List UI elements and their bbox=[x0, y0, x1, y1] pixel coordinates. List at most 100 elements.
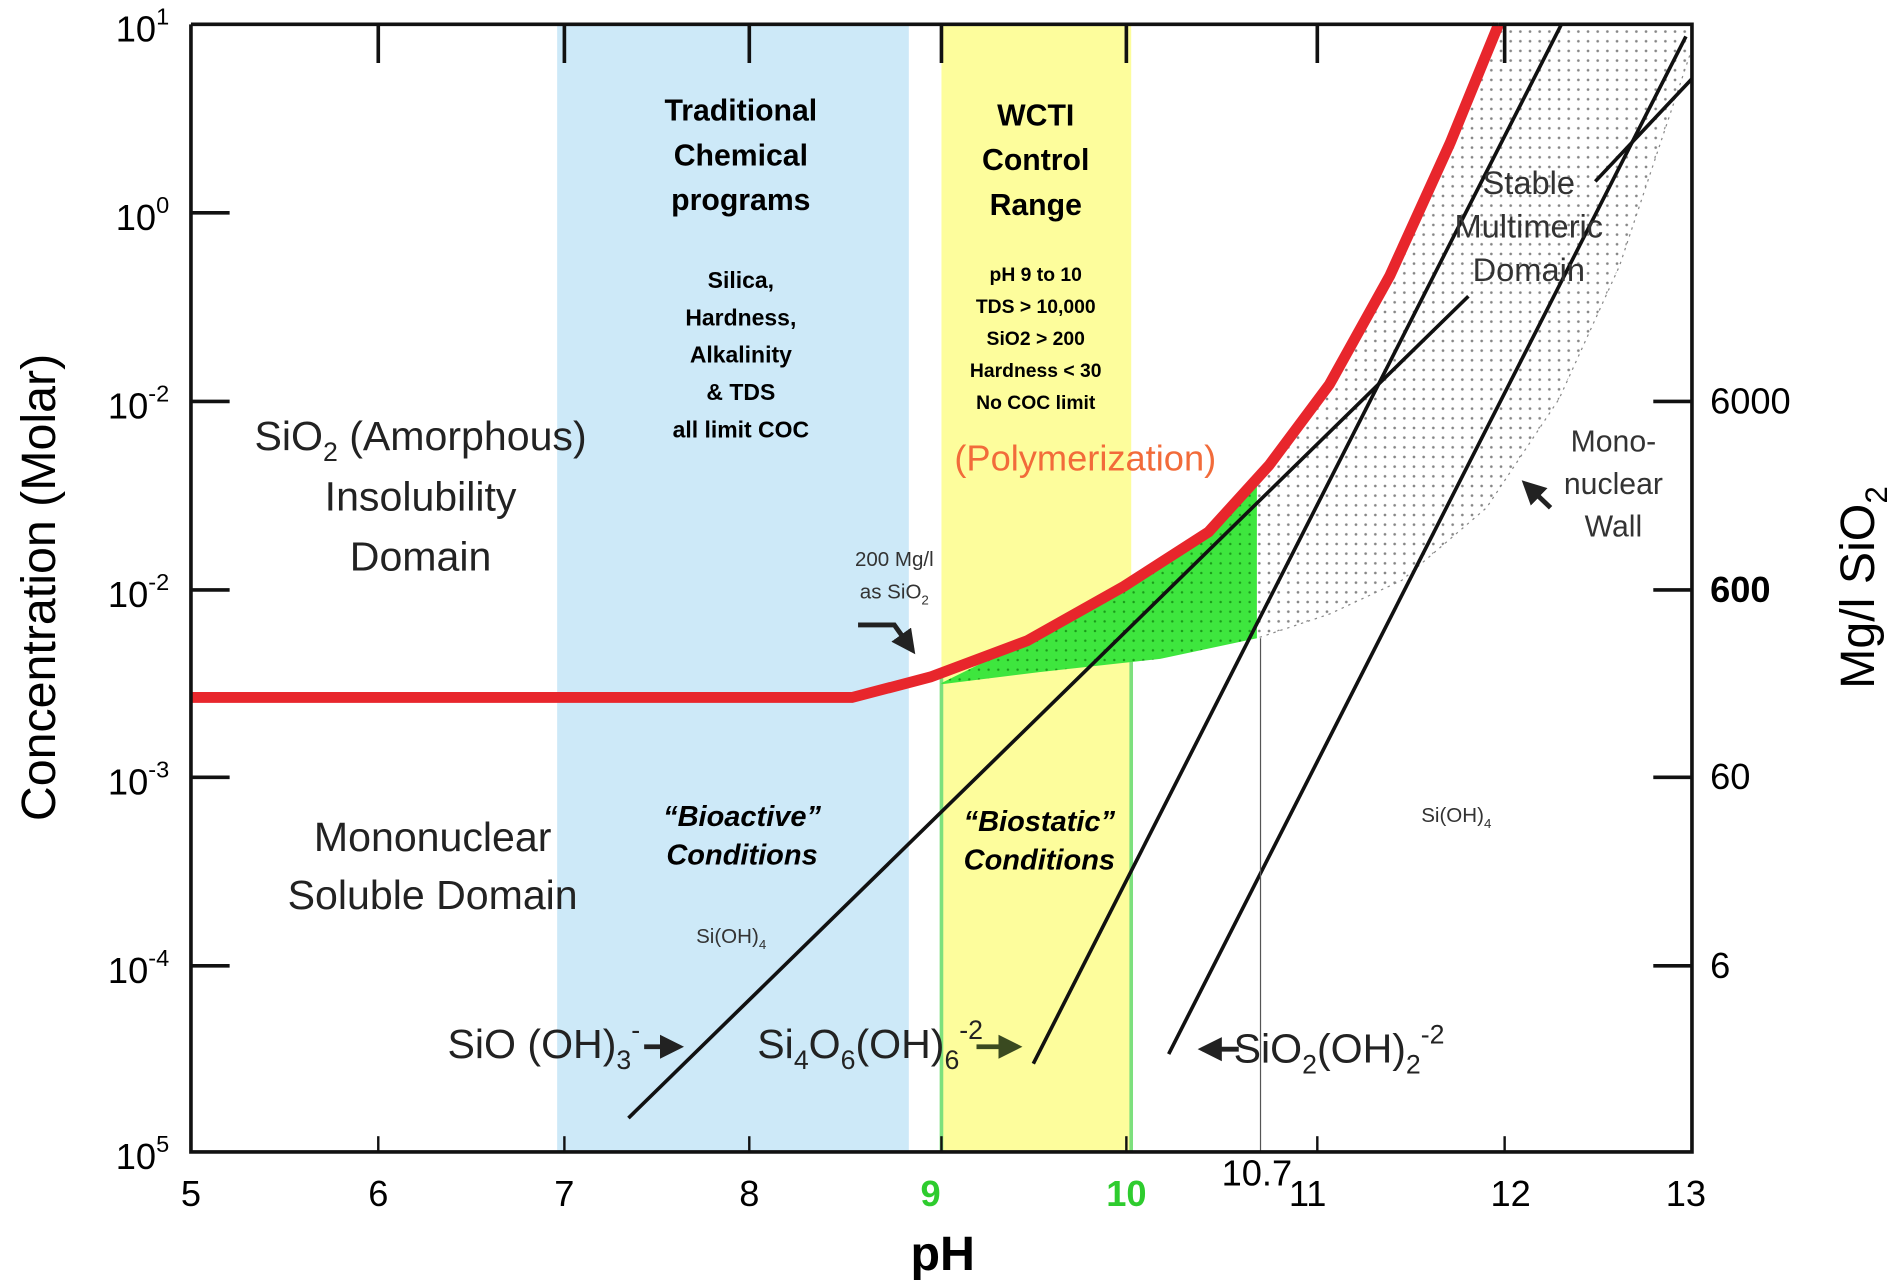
text-part: 2 bbox=[1406, 1050, 1421, 1080]
region-detail: Alkalinity bbox=[690, 342, 792, 368]
text-part: Si bbox=[757, 1021, 794, 1067]
text-part: -2 bbox=[959, 1015, 983, 1045]
y2-tick-label: 6 bbox=[1710, 945, 1730, 986]
text-part: 6 bbox=[944, 1045, 959, 1075]
text-part: SiO bbox=[254, 413, 322, 459]
arrow bbox=[1521, 480, 1553, 510]
region-title: Chemical bbox=[674, 139, 808, 172]
text-part: Domain bbox=[1473, 251, 1585, 288]
text-part: - bbox=[631, 1015, 640, 1045]
wall-boundary bbox=[1256, 48, 1693, 639]
y-tick-label: 100 bbox=[116, 192, 169, 237]
y-tick-label: 10-4 bbox=[108, 945, 169, 990]
x-tick-label: 10.7 bbox=[1222, 1153, 1293, 1194]
domain-label: Domain bbox=[350, 534, 492, 580]
text-part: 200 Mg/l bbox=[855, 548, 934, 571]
polymerization-zone bbox=[941, 477, 1257, 685]
polymerization-label: (Polymerization) bbox=[954, 437, 1216, 478]
x-tick-label: 12 bbox=[1491, 1173, 1531, 1214]
region-detail: all limit COC bbox=[673, 417, 809, 443]
species-label: Si(OH)4 bbox=[696, 925, 767, 952]
conditions-label: Conditions bbox=[964, 845, 1115, 877]
domain-label: nuclear bbox=[1564, 468, 1663, 501]
x-tick-label: 7 bbox=[554, 1173, 574, 1214]
text-part: Insolubility bbox=[325, 473, 517, 519]
domain-label: Mono- bbox=[1571, 426, 1657, 459]
x-tick-label: 9 bbox=[920, 1173, 940, 1214]
text-part: nuclear bbox=[1564, 468, 1663, 501]
text-part: 10 bbox=[116, 197, 156, 238]
conditions-label: “Bioactive” bbox=[663, 801, 821, 833]
traditional-region bbox=[557, 24, 909, 1152]
text-part: -2 bbox=[148, 381, 169, 407]
y-axis-label: Concentration (Molar) bbox=[12, 354, 66, 821]
region-detail: SiO2 > 200 bbox=[987, 329, 1085, 350]
text-part: (OH) bbox=[1317, 1025, 1406, 1071]
domain-label: Insolubility bbox=[325, 473, 517, 519]
text-part: Stable bbox=[1483, 164, 1576, 201]
y2-tick-label: 6000 bbox=[1710, 380, 1791, 421]
y2-axis-label: Mg/l SiO2 bbox=[1831, 486, 1894, 689]
text-part: 3 bbox=[616, 1045, 631, 1075]
x-tick-label: 5 bbox=[181, 1173, 201, 1214]
x-tick-label: 10 bbox=[1106, 1173, 1146, 1214]
text-part: 1 bbox=[156, 4, 169, 30]
text-part: 6 bbox=[841, 1045, 856, 1075]
y2-tick-label: 60 bbox=[1710, 756, 1750, 797]
text-part: Multimeric bbox=[1454, 207, 1603, 244]
text-part: O bbox=[809, 1021, 841, 1067]
text-part: 4 bbox=[759, 937, 767, 952]
species-label: Si4O6(OH)6-2 bbox=[757, 1015, 983, 1075]
text-part: -3 bbox=[148, 757, 169, 783]
note-label: 200 Mg/l bbox=[855, 548, 934, 571]
y-tick-label: 10-2 bbox=[108, 569, 169, 614]
text-part: 2 bbox=[921, 593, 928, 608]
arrow bbox=[858, 622, 916, 655]
domain-label: Multimeric bbox=[1454, 207, 1603, 244]
text-part: 4 bbox=[1484, 816, 1492, 831]
text-part: Si(OH) bbox=[1421, 805, 1484, 828]
text-part: SiO (OH) bbox=[448, 1021, 617, 1067]
conditions-label: Conditions bbox=[666, 840, 817, 872]
species-label: SiO (OH)3- bbox=[448, 1015, 641, 1075]
domain-label: Stable bbox=[1483, 164, 1576, 201]
domain-label: Wall bbox=[1585, 510, 1643, 543]
text-part: 0 bbox=[156, 192, 169, 218]
text-part: 5 bbox=[156, 1131, 169, 1157]
domain-label: Domain bbox=[1473, 251, 1585, 288]
y-tick-label: 101 bbox=[116, 4, 169, 49]
solubility-curve bbox=[190, 22, 1504, 703]
y-tick-label: 10-2 bbox=[108, 381, 169, 426]
text-part: 2 bbox=[1859, 486, 1894, 503]
region-detail: Hardness, bbox=[685, 304, 796, 330]
text-part: (Polymerization) bbox=[954, 437, 1216, 478]
region-title: Range bbox=[990, 189, 1082, 222]
note-label: as SiO2 bbox=[860, 581, 929, 608]
x-axis-label: pH bbox=[910, 1227, 974, 1281]
region-detail: TDS > 10,000 bbox=[976, 297, 1096, 318]
text-part: Soluble Domain bbox=[288, 872, 578, 918]
text-part: 10 bbox=[108, 761, 148, 802]
text-part: 4 bbox=[794, 1045, 809, 1075]
region-detail: pH 9 to 10 bbox=[990, 265, 1082, 286]
x-tick-label: 13 bbox=[1666, 1173, 1706, 1214]
domain-label: Soluble Domain bbox=[288, 872, 578, 918]
region-detail: & TDS bbox=[706, 379, 775, 405]
text-part: SiO bbox=[1234, 1025, 1302, 1071]
domain-label: SiO2 (Amorphous) bbox=[254, 413, 586, 467]
region-detail: Hardness < 30 bbox=[970, 361, 1102, 382]
text-part: 2 bbox=[1302, 1050, 1317, 1080]
domain-label: Mononuclear bbox=[314, 814, 551, 860]
text-part: Mg/l SiO bbox=[1831, 504, 1885, 689]
wcti-region bbox=[941, 24, 1132, 1152]
species-label: Si(OH)4 bbox=[1421, 805, 1492, 832]
text-part: Mononuclear bbox=[314, 814, 551, 860]
multimeric-domain bbox=[1256, 24, 1692, 639]
text-part: 10 bbox=[116, 1136, 156, 1177]
text-part: as SiO bbox=[860, 581, 922, 604]
species-label: SiO2(OH)2-2 bbox=[1234, 1020, 1445, 1080]
text-part: 10 bbox=[108, 950, 148, 991]
text-part: 2 bbox=[323, 437, 338, 467]
text-part: (Amorphous) bbox=[338, 413, 587, 459]
